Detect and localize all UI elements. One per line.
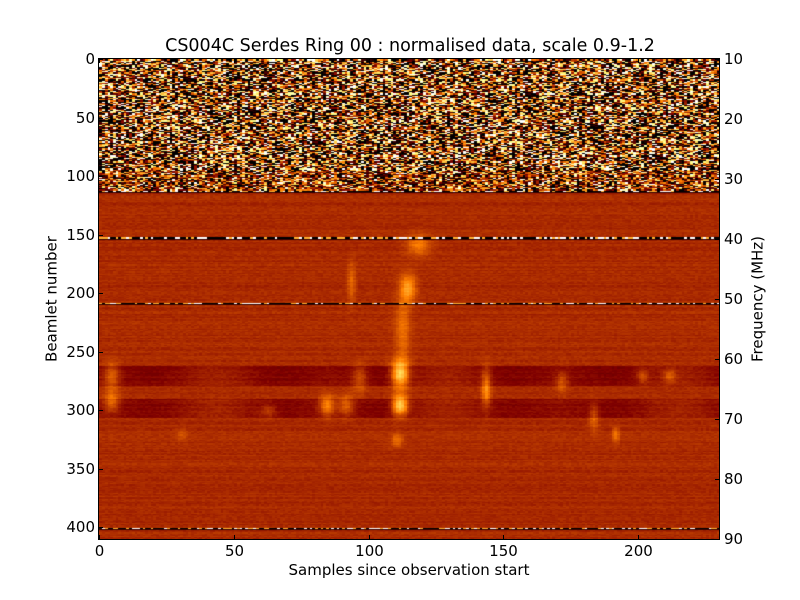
y2-tick-label: 10 (724, 49, 744, 68)
plot-frame (98, 58, 720, 540)
y-tick-label: 200 (66, 283, 95, 302)
y-tick-label: 350 (66, 459, 95, 478)
y-tick-label: 250 (66, 342, 95, 361)
y-tick-label: 400 (66, 517, 95, 536)
x-tick-label: 50 (224, 542, 245, 560)
y2-axis-label: Frequency (MHz) (748, 235, 767, 363)
y2-tick-label: 20 (724, 109, 744, 128)
y-tick-label: 100 (66, 166, 95, 185)
x-axis-label: Samples since observation start (288, 561, 530, 579)
y2-tick-label: 70 (724, 409, 744, 428)
y-tick-label: 300 (66, 400, 95, 419)
x-tick-label: 100 (355, 542, 384, 560)
y2-tick-label: 50 (724, 289, 744, 308)
y2-tick-label: 40 (724, 229, 744, 248)
y2-tick-label: 30 (724, 169, 744, 188)
x-tick-label: 150 (489, 542, 518, 560)
chart-title: CS004C Serdes Ring 00 : normalised data,… (165, 36, 655, 56)
x-tick-label: 200 (624, 542, 653, 560)
y2-tick-label: 80 (724, 469, 744, 488)
y-tick-label: 150 (66, 225, 95, 244)
y2-tick-label: 60 (724, 349, 744, 368)
y-tick-label: 0 (85, 49, 95, 68)
heatmap-image (99, 59, 719, 539)
y2-tick-label: 90 (724, 529, 744, 548)
x-tick-label: 0 (94, 542, 105, 560)
y-tick-label: 50 (75, 108, 95, 127)
